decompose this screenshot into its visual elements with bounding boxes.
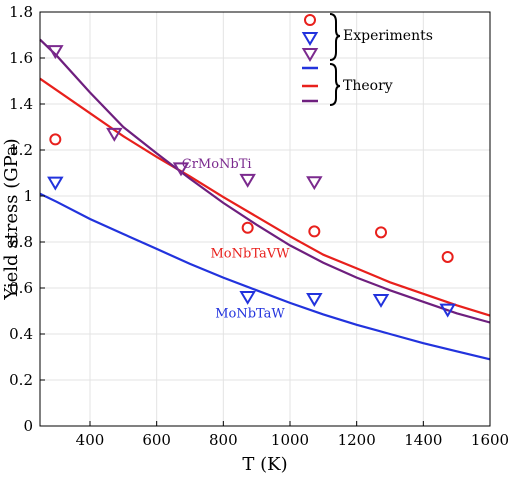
x-tick-label: 1600 bbox=[471, 431, 509, 449]
experiment-point-circle bbox=[441, 250, 454, 263]
legend-experiments-label: Experiments bbox=[343, 28, 433, 44]
legend-theory-label: Theory bbox=[343, 78, 393, 94]
experiment-point-triangle bbox=[172, 162, 190, 177]
experiment-point-triangle bbox=[372, 293, 390, 308]
y-tick-label: 1 bbox=[23, 187, 33, 205]
x-tick-label: 1200 bbox=[338, 431, 376, 449]
series-annotation: CrMoNbTi bbox=[182, 157, 252, 172]
experiment-markers bbox=[47, 45, 456, 318]
y-tick-label: 0.6 bbox=[9, 279, 33, 297]
axis-ticks: 400 600 800 1000 1200 1400 1600 0 0.2 0.4 0.6 0.8 1 1… bbox=[9, 3, 509, 449]
theory-curves bbox=[39, 38, 491, 361]
experiment-point-triangle bbox=[239, 290, 256, 305]
experiment-point-triangle bbox=[106, 127, 123, 142]
x-tick-label: 1400 bbox=[404, 431, 442, 449]
theory-curve bbox=[39, 38, 491, 324]
x-axis-label: T (K) bbox=[242, 454, 287, 475]
y-tick-label: 0.4 bbox=[9, 325, 33, 343]
legend-marker-circle bbox=[304, 14, 316, 26]
legend-marker-triangle bbox=[301, 32, 319, 46]
y-tick-label: 1.8 bbox=[9, 3, 33, 21]
y-tick-label: 0 bbox=[23, 417, 33, 435]
experiments-brace bbox=[329, 13, 341, 61]
x-tick-label: 600 bbox=[142, 431, 171, 449]
experiment-point-triangle bbox=[439, 303, 456, 318]
experiment-point-circle bbox=[308, 225, 321, 238]
y-tick-label: 0.2 bbox=[9, 371, 33, 389]
x-tick-label: 1000 bbox=[271, 431, 309, 449]
experiment-point-triangle bbox=[47, 176, 64, 191]
experiment-point-triangle bbox=[47, 45, 64, 60]
experiment-point-circle bbox=[49, 133, 62, 146]
annotations: CrMoNbTi MoNbTaVW MoNbTaW bbox=[182, 157, 290, 321]
legend-marker-triangle bbox=[301, 48, 319, 62]
experiment-point-triangle bbox=[306, 176, 323, 191]
x-tick-label: 800 bbox=[209, 431, 238, 449]
experiment-point-circle bbox=[241, 221, 254, 234]
y-axis-label: Yield stress (GPa) bbox=[1, 138, 22, 300]
experiment-point-circle bbox=[375, 226, 387, 239]
theory-curve bbox=[39, 192, 491, 361]
theory-brace bbox=[329, 63, 341, 106]
x-tick-label: 400 bbox=[76, 431, 105, 449]
y-tick-label: 1.6 bbox=[9, 49, 33, 67]
y-tick-label: 0.8 bbox=[9, 233, 33, 251]
plot-frame bbox=[39, 11, 491, 427]
theory-curve bbox=[39, 77, 491, 317]
y-tick-label: 1.2 bbox=[9, 141, 33, 159]
y-tick-label: 1.4 bbox=[9, 95, 33, 113]
experiment-point-triangle bbox=[306, 293, 323, 308]
legend: Experiments Theory bbox=[301, 13, 433, 106]
series-annotation: MoNbTaVW bbox=[211, 247, 291, 262]
series-annotation: MoNbTaW bbox=[215, 306, 285, 321]
experiment-point-triangle bbox=[239, 173, 256, 188]
